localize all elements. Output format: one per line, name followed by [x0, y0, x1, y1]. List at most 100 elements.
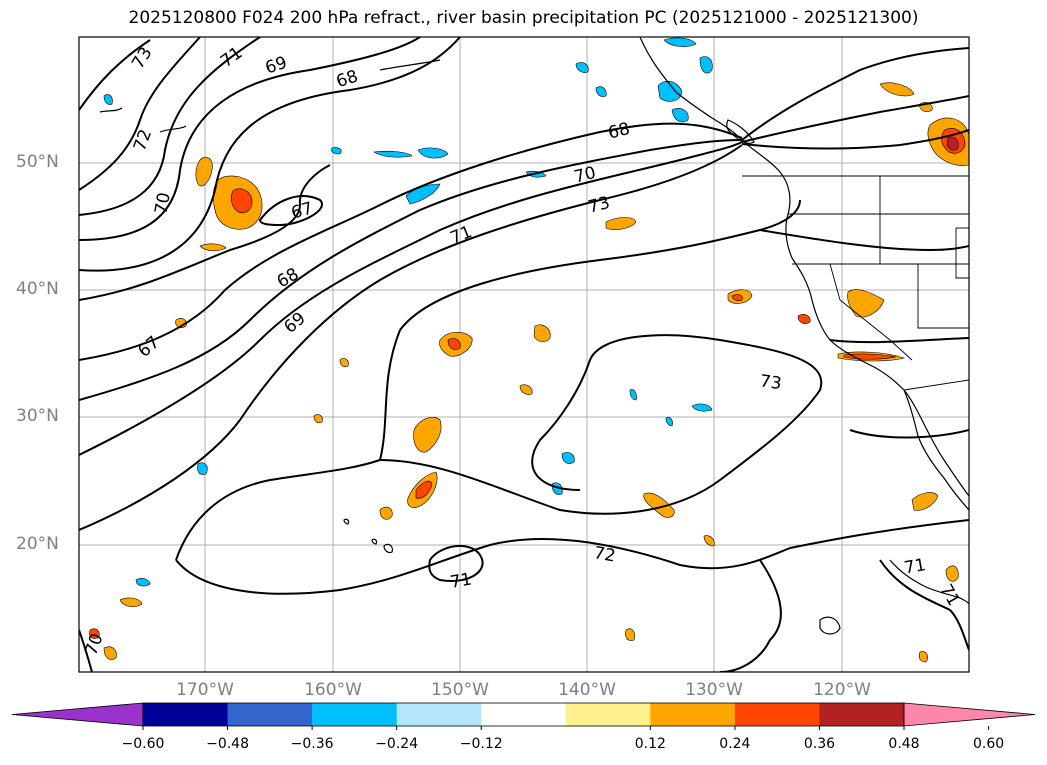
precip-blob — [519, 384, 533, 395]
hawaii-island — [343, 518, 350, 525]
colorbar-frame — [142, 702, 905, 727]
contour-line — [79, 164, 331, 301]
precip-blob — [643, 492, 675, 518]
precip-blob — [447, 338, 461, 350]
political-borders — [742, 175, 969, 391]
colorbar-segment — [481, 703, 567, 726]
contour-line — [741, 47, 969, 141]
precip-blob — [379, 506, 393, 520]
precip-blob — [197, 462, 208, 475]
colorbar-tick-label: −0.12 — [459, 736, 503, 752]
alaska-coast — [379, 59, 441, 71]
contour-line — [759, 229, 969, 252]
colorbar-tick-label: 0.48 — [888, 736, 920, 752]
precip-blob — [199, 243, 227, 252]
aleutian-fragment — [159, 125, 187, 133]
hawaii-island — [371, 538, 378, 545]
contour-line — [79, 141, 743, 456]
precip-blob — [629, 389, 637, 401]
contour-line — [741, 129, 969, 150]
colorbar — [11, 702, 1036, 730]
precip-blob — [551, 482, 563, 495]
precip-blob — [731, 294, 743, 302]
precip-blob — [918, 651, 928, 663]
colorbar-over-extension — [903, 702, 1036, 727]
precip-blob — [103, 646, 117, 660]
island — [819, 616, 841, 635]
contour-label: 70 — [151, 191, 174, 216]
precip-blob — [413, 417, 442, 453]
contour-line — [849, 429, 969, 439]
precip-blob — [415, 480, 433, 499]
mexico-coast — [889, 559, 969, 605]
contour-label: 71 — [449, 569, 474, 592]
contour-line — [79, 629, 93, 672]
contour-line — [379, 334, 823, 515]
precip-blob — [699, 56, 713, 74]
contour-line — [79, 39, 151, 111]
contour-line — [829, 337, 969, 344]
colorbar-segment — [650, 703, 736, 726]
contour-label: 73 — [759, 371, 783, 394]
precip-blob — [103, 94, 113, 105]
baja-coast — [903, 389, 969, 511]
colorbar-segment — [143, 703, 229, 726]
precip-blob — [691, 403, 713, 412]
precip-blob — [339, 358, 349, 368]
state-border — [955, 228, 969, 279]
precip-blob — [561, 452, 575, 464]
lon-label: 120°W — [813, 680, 871, 700]
precip-blob — [230, 188, 253, 214]
colorbar-under-extension — [11, 702, 144, 727]
contour-line — [79, 144, 743, 531]
contour-line — [79, 37, 261, 216]
precip-blob — [657, 80, 683, 102]
precip-blob — [575, 62, 589, 73]
colorbar-tick-label: 0.36 — [803, 736, 836, 752]
contour-line — [79, 122, 743, 361]
map-title: 2025120800 F024 200 hPa refract., river … — [128, 8, 919, 28]
precip-blob — [671, 108, 689, 123]
precip-blob — [195, 157, 213, 187]
lon-label: 130°W — [685, 680, 743, 700]
precip-blob — [533, 324, 551, 342]
precip-blob — [119, 597, 143, 607]
contour-line — [879, 559, 969, 651]
refractivity-contours — [79, 37, 969, 672]
precip-blob — [605, 217, 637, 230]
lat-label: 30°N — [16, 406, 59, 426]
us-mexico-border — [903, 379, 969, 391]
precip-blob — [135, 578, 151, 587]
precip-blob — [331, 147, 342, 155]
colorbar-segment — [312, 703, 398, 726]
contour-label: 72 — [592, 543, 617, 566]
colorbar-tick-label: 0.12 — [634, 736, 666, 752]
contour-line — [719, 559, 782, 672]
contour-line — [79, 37, 461, 272]
aleutian-fragment — [99, 107, 123, 113]
precip-blob — [703, 535, 715, 547]
precip-blob — [313, 414, 323, 424]
contour-label: 71 — [903, 555, 928, 578]
precip-blob — [945, 565, 959, 582]
colorbar-segment — [396, 703, 482, 726]
plot-frame — [78, 36, 970, 673]
state-border — [829, 263, 913, 361]
precip-blob — [663, 37, 697, 47]
contour-line — [175, 519, 969, 595]
hawaii-island — [383, 543, 393, 554]
contour-line — [258, 195, 323, 227]
state-border — [917, 264, 969, 329]
precip-blob — [911, 492, 939, 511]
colorbar-segment — [734, 703, 820, 726]
contour-line — [428, 544, 484, 582]
colorbar-tick-label: −0.48 — [206, 736, 249, 752]
colorbar-tick-label: −0.36 — [290, 736, 334, 752]
precip-blob — [89, 628, 100, 639]
lat-label: 40°N — [16, 279, 59, 299]
colorbar-tick-label: −0.60 — [121, 736, 165, 752]
precip-blob — [665, 417, 673, 427]
precip-blob — [797, 314, 811, 324]
contour-line — [741, 95, 969, 143]
